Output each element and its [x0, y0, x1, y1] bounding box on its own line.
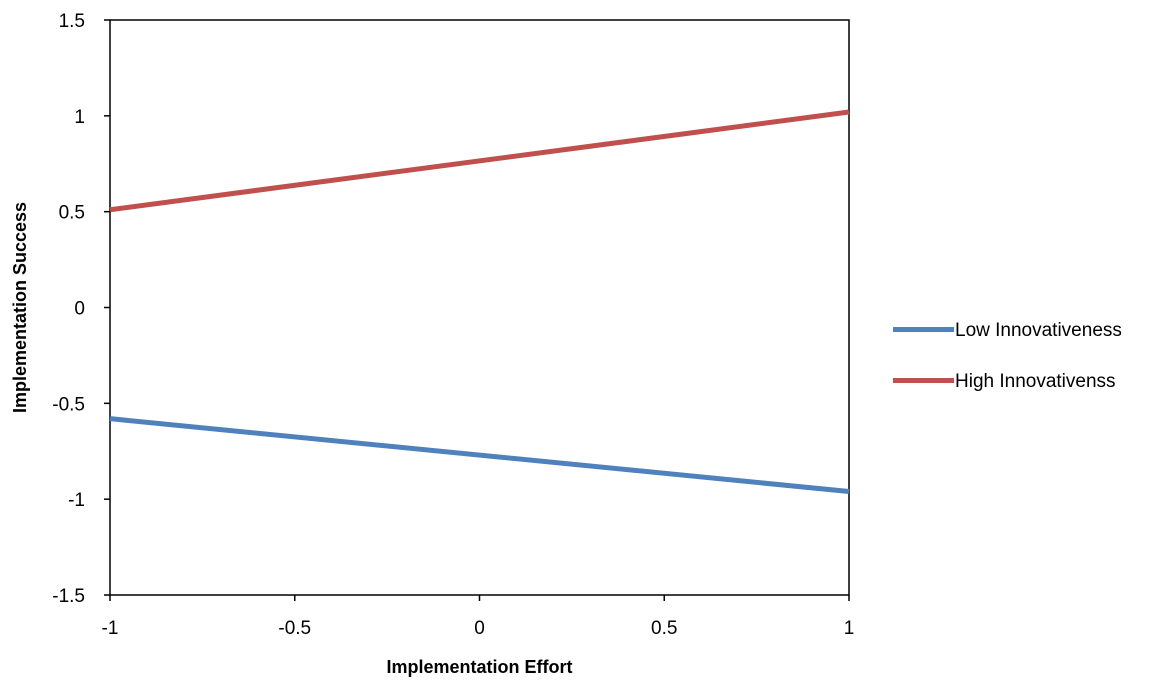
series-line-high-innovativenss: [109, 109, 850, 213]
x-tick-label: -0.5: [278, 618, 311, 639]
y-axis-ticks: 1.5 1 0.5 0 -0.5 -1 -1.5: [52, 11, 110, 607]
series-line-low-innovativeness: [109, 416, 850, 494]
y-tick-label: -1: [68, 490, 85, 511]
y-tick-label: 0: [74, 299, 85, 320]
y-tick-label: 1: [74, 107, 85, 128]
y-tick-label: -0.5: [52, 394, 85, 415]
x-tick-label: 0: [474, 618, 485, 639]
legend-label-high-innovativeness: High Innovativenss: [955, 371, 1116, 392]
x-tick-label: -1: [102, 618, 119, 639]
x-axis-title: Implementation Effort: [386, 657, 572, 677]
legend-label-low-innovativeness: Low Innovativeness: [955, 320, 1122, 341]
x-tick-label: 0.5: [651, 618, 677, 639]
y-tick-label: 1.5: [59, 11, 85, 32]
y-tick-label: 0.5: [59, 203, 85, 224]
y-axis-title: Implementation Success: [10, 202, 30, 413]
y-tick-label: -1.5: [52, 586, 85, 607]
legend: Low Innovativeness High Innovativenss: [893, 320, 1122, 392]
x-axis-ticks: -1 -0.5 0 0.5 1: [102, 595, 855, 639]
x-tick-label: 1: [844, 618, 855, 639]
series-lines: [109, 109, 850, 494]
